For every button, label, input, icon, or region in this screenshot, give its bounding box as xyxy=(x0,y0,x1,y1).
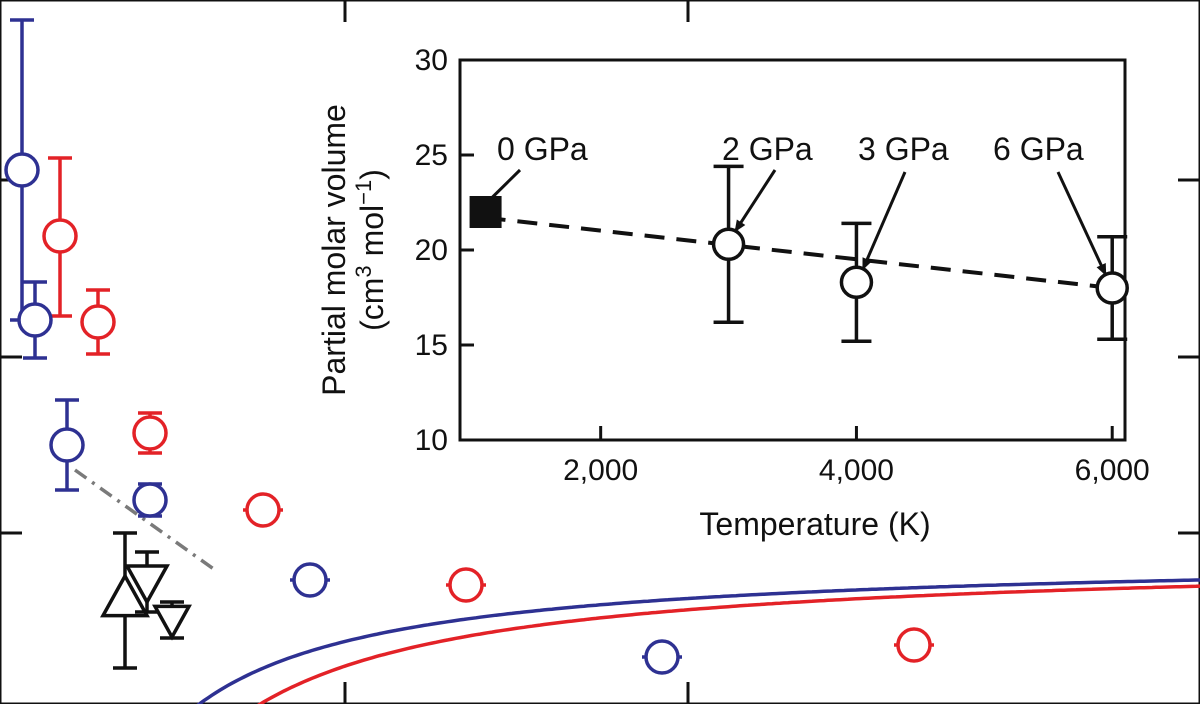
inset-y-tick-label-1: 15 xyxy=(415,329,448,362)
inset-data-points xyxy=(469,164,1129,343)
marker-circle xyxy=(42,218,78,254)
red-fit-curve xyxy=(256,584,1200,704)
black-triangle-up-point-0 xyxy=(100,531,150,670)
inset-y-tick-label-4: 30 xyxy=(415,44,448,77)
ylabel-mol: mol xyxy=(354,205,390,265)
inset-axes xyxy=(458,58,1127,442)
inset-chart: 10 15 20 25 30 2,000 4,000 6,000 0 GPa 2 GPa 3 GP… xyxy=(316,35,1170,545)
inset-point-label-1: 2 GPa xyxy=(722,131,813,167)
ylabel-sup-minus1: −1 xyxy=(351,180,376,205)
red-circle-point-4 xyxy=(446,567,486,603)
red-circle-point-1 xyxy=(80,288,116,356)
blue-circle-point-2 xyxy=(49,398,85,492)
marker-circle xyxy=(132,482,168,518)
inset-point-labels: 0 GPa 2 GPa 3 GPa 6 GPa xyxy=(490,131,1108,277)
inset-label-arrowhead-3 xyxy=(1096,263,1107,276)
inset-x-tick-label-0: 2,000 xyxy=(563,454,638,487)
inset-marker-circle xyxy=(839,265,874,300)
marker-circle xyxy=(292,562,328,598)
inset-point-1 xyxy=(711,164,746,324)
marker-circle xyxy=(49,427,85,463)
ylabel-close: ) xyxy=(354,169,390,180)
main-data-points xyxy=(4,18,934,675)
inset-point-3 xyxy=(1095,234,1129,342)
inset-label-arrow-2 xyxy=(861,171,907,271)
marker-triangle-down xyxy=(152,604,192,641)
inset-y-axis-label-line2: (cm3 mol−1) xyxy=(351,169,390,331)
inset-label-arrow-1 xyxy=(733,169,777,234)
marker-circle xyxy=(644,639,680,675)
marker-circle xyxy=(245,492,281,528)
blue-circle-point-1 xyxy=(17,280,53,360)
inset-point-label-0: 0 GPa xyxy=(497,131,588,167)
inset-y-axis-label: Partial molar volume (cm3 mol−1) xyxy=(316,104,390,396)
inset-label-arrowhead-1 xyxy=(734,219,746,233)
red-circle-point-3 xyxy=(243,492,283,528)
inset-tick-labels: 10 15 20 25 30 2,000 4,000 6,000 xyxy=(415,44,1150,487)
blue-circle-point-5 xyxy=(642,639,682,675)
inset-point-label-3: 6 GPa xyxy=(993,131,1084,167)
inset-point-0 xyxy=(469,196,502,228)
marker-triangle-up xyxy=(100,572,150,618)
inset-label-arrowhead-2 xyxy=(862,257,872,271)
ylabel-open: (cm xyxy=(354,278,390,331)
ylabel-sup-3: 3 xyxy=(351,265,376,277)
marker-circle xyxy=(17,302,53,338)
inset-y-axis-label-line1: Partial molar volume xyxy=(316,104,352,396)
inset-marker-square xyxy=(469,196,502,228)
inset-background xyxy=(330,35,1170,545)
black-triangle-down-point-0 xyxy=(124,550,170,614)
inset-marker-circle xyxy=(711,227,746,262)
inset-point-label-2: 3 GPa xyxy=(858,131,949,167)
marker-circle xyxy=(4,152,40,188)
blue-circle-point-3 xyxy=(132,482,168,518)
inset-marker-circle xyxy=(1095,271,1129,305)
blue-circle-point-0 xyxy=(4,18,40,322)
inset-x-tick-label-1: 4,000 xyxy=(819,454,894,487)
inset-point-2 xyxy=(839,221,874,343)
marker-circle xyxy=(448,567,484,603)
inset-y-tick-label-3: 25 xyxy=(415,139,448,172)
inset-trend-line xyxy=(485,215,1113,290)
inset-y-tick-label-0: 10 xyxy=(415,424,448,457)
marker-circle xyxy=(132,415,168,451)
red-circle-point-5 xyxy=(894,627,934,663)
blue-circle-point-4 xyxy=(290,562,330,598)
red-circle-point-0 xyxy=(42,156,78,318)
blue-fit-curve xyxy=(196,578,1200,704)
red-circle-point-2 xyxy=(132,411,168,455)
inset-label-arrow-3 xyxy=(1056,171,1108,277)
inset-y-tick-label-2: 20 xyxy=(415,234,448,267)
inset-x-tick-label-2: 6,000 xyxy=(1075,454,1150,487)
black-triangle-down-point-1 xyxy=(152,600,192,641)
marker-triangle-down xyxy=(124,564,170,606)
inset-x-axis-label: Temperature (K) xyxy=(699,506,930,542)
marker-circle xyxy=(896,627,932,663)
inset-label-arrow-0 xyxy=(490,168,522,200)
marker-circle xyxy=(80,304,116,340)
